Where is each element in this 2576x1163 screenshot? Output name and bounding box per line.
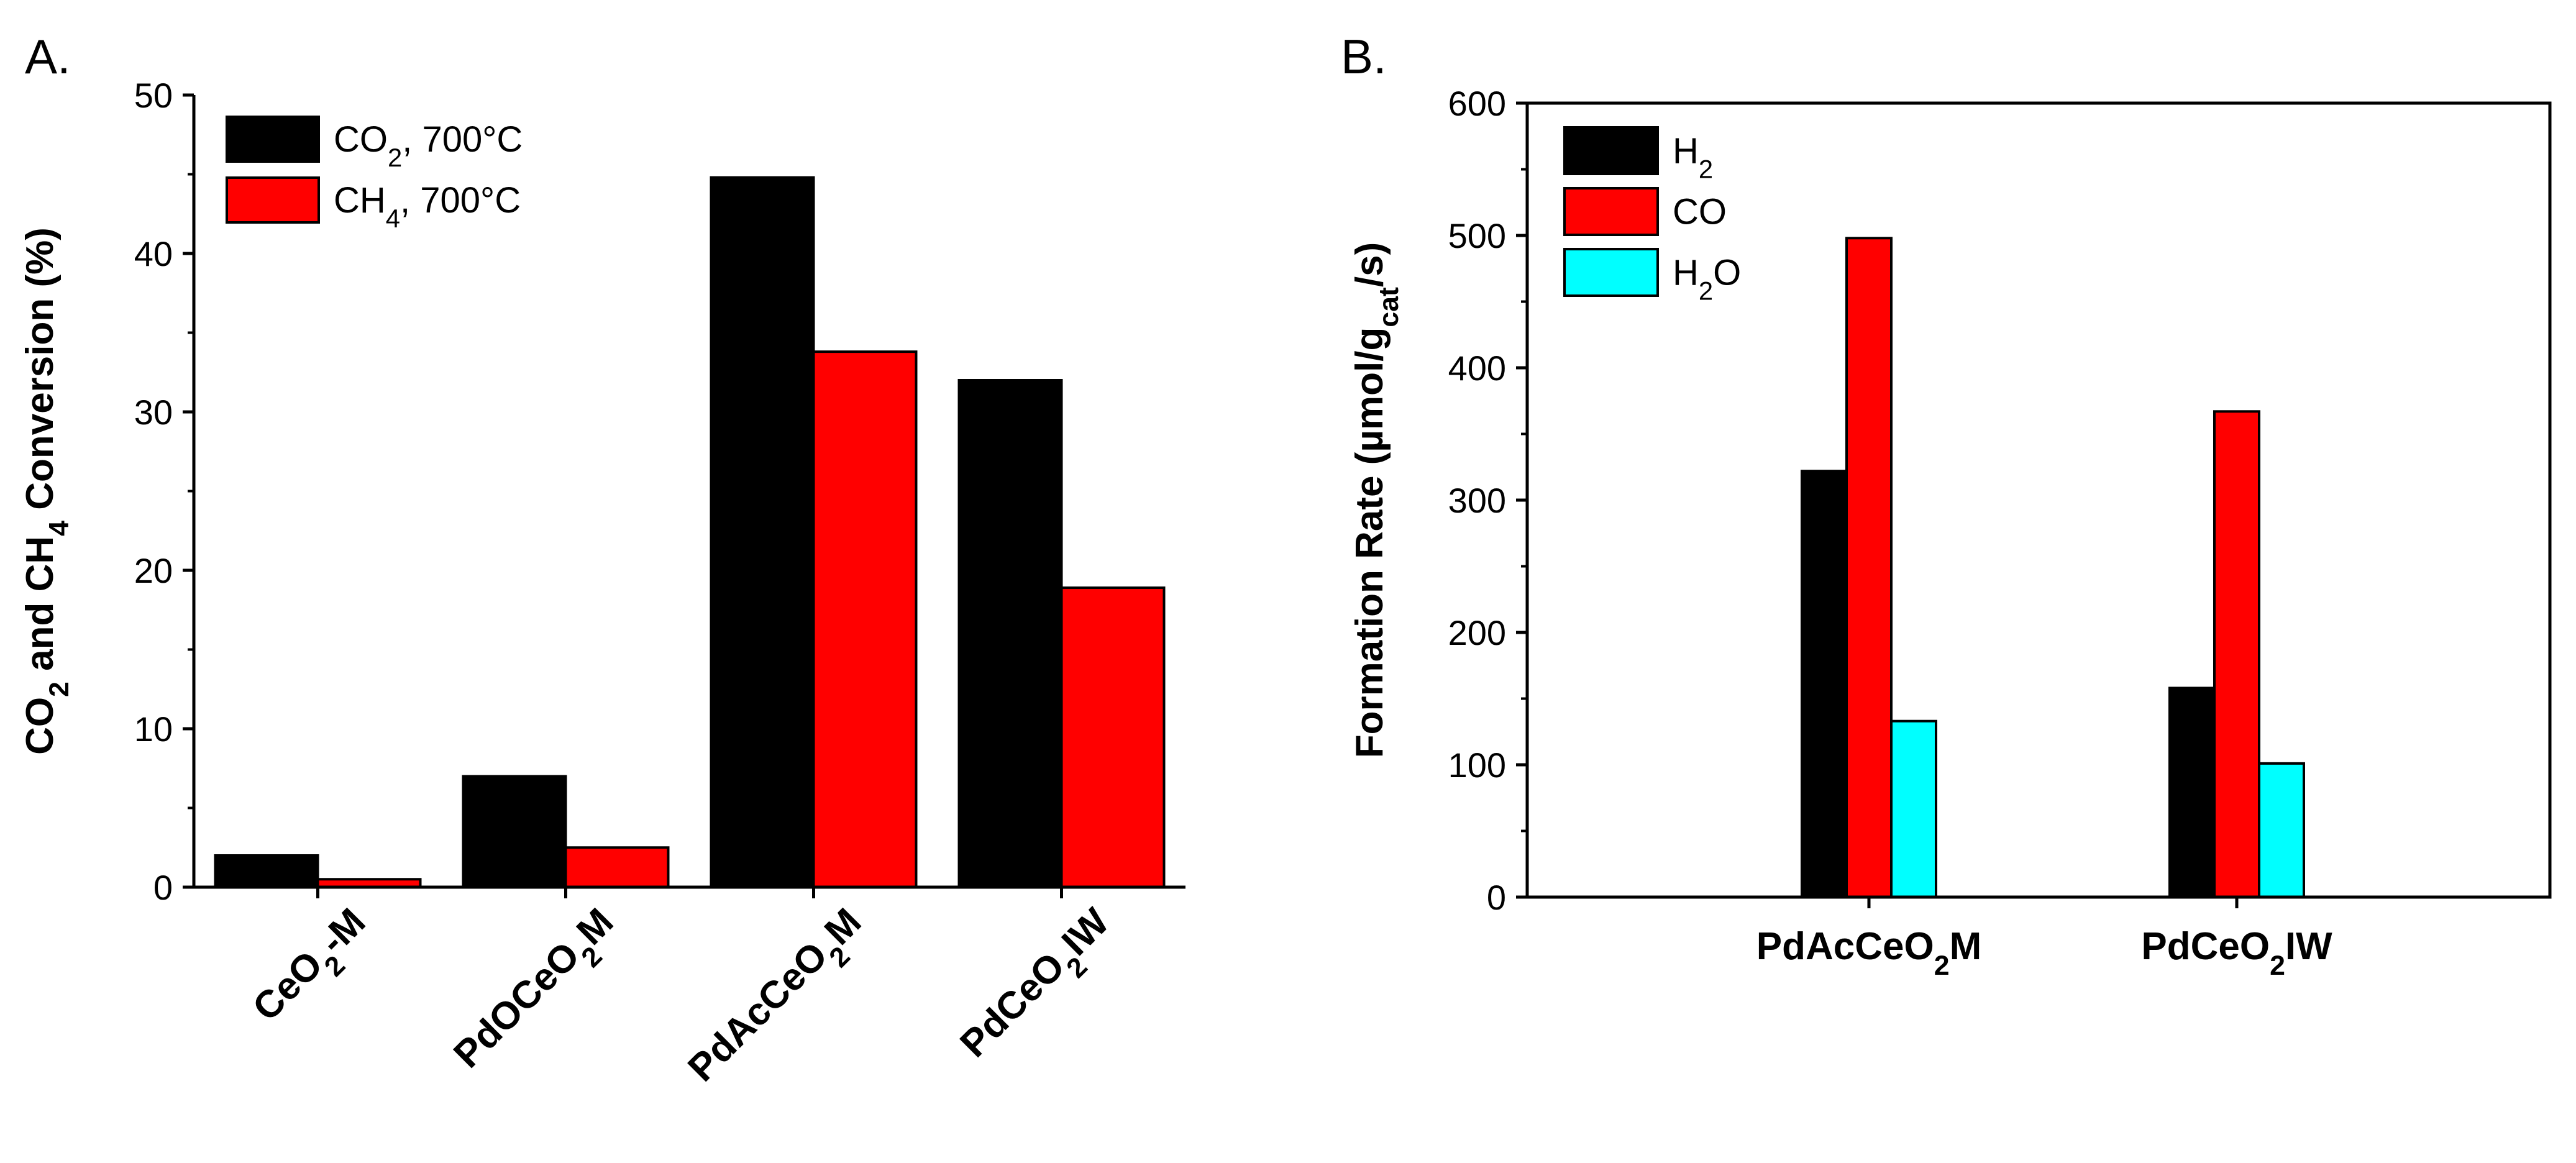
y-tick-label: 600	[1448, 84, 1506, 123]
y-tick-label: 20	[134, 551, 173, 590]
y-tick-label: 500	[1448, 216, 1506, 255]
bar-co2-700-c-2	[710, 176, 815, 889]
bar-h2-0	[1801, 470, 1848, 898]
legend-swatch	[1563, 187, 1659, 236]
legend-label: CO2, 700°C	[334, 119, 523, 172]
y-axis-label: CO2 and CH4 Conversion (%)	[19, 227, 75, 755]
panel-letter: A.	[25, 29, 71, 84]
y-tick-label: 40	[134, 234, 173, 273]
legend-swatch	[1563, 126, 1659, 175]
legend-swatch	[226, 176, 320, 224]
bar-h2o-1	[2258, 762, 2305, 898]
category-label: PdAcCeO2M	[1756, 925, 1981, 981]
y-axis-label: Formation Rate (µmol/gcat/s)	[1348, 242, 1404, 758]
legend-label: H2	[1673, 131, 1713, 184]
legend-label: H2O	[1673, 253, 1741, 306]
category-label: PdOCeO2M	[445, 900, 631, 1085]
y-tick-label: 50	[134, 76, 173, 115]
bar-co2-700-c-0	[214, 854, 319, 888]
y-tick-label: 100	[1448, 746, 1506, 785]
y-tick-label: 30	[134, 393, 173, 432]
panel-letter: B.	[1341, 29, 1387, 84]
y-tick-label: 10	[134, 709, 173, 749]
legend-swatch	[1563, 248, 1659, 297]
category-label: PdAcCeO2M	[680, 900, 879, 1099]
category-label: PdCeO2IW	[952, 900, 1126, 1075]
legend-label: CO	[1673, 192, 1727, 232]
y-tick-label: 0	[1487, 878, 1506, 917]
chart-panel-a: A. 0 10 20 30 40 50 CeO2-M PdOCeO2M PdAcCeO2M PdCe…	[19, 29, 1185, 1099]
chart-panel-b: B. 0 100 200 300 400 500 600 PdAcCeO2M PdCeO2IW Fo…	[1341, 29, 2552, 981]
category-label: PdCeO2IW	[2141, 925, 2332, 981]
y-tick-label: 300	[1448, 481, 1506, 520]
legend-swatch	[226, 116, 320, 163]
bar-h2o-0	[1890, 719, 1937, 898]
y-tick-label: 200	[1448, 613, 1506, 652]
bar-co-1	[2213, 410, 2260, 898]
bar-co-0	[1845, 237, 1893, 898]
y-tick-label: 0	[153, 868, 173, 907]
category-label: CeO2-M	[245, 900, 383, 1038]
bar-co2-700-c-3	[957, 379, 1063, 888]
bar-ch4-700-c-2	[812, 350, 918, 888]
bar-ch4-700-c-1	[564, 846, 670, 888]
bar-h2-1	[2168, 686, 2216, 898]
bar-ch4-700-c-3	[1060, 586, 1166, 888]
legend-label: CH4, 700°C	[334, 180, 521, 233]
bar-co2-700-c-1	[462, 775, 567, 888]
y-tick-label: 400	[1448, 349, 1506, 388]
